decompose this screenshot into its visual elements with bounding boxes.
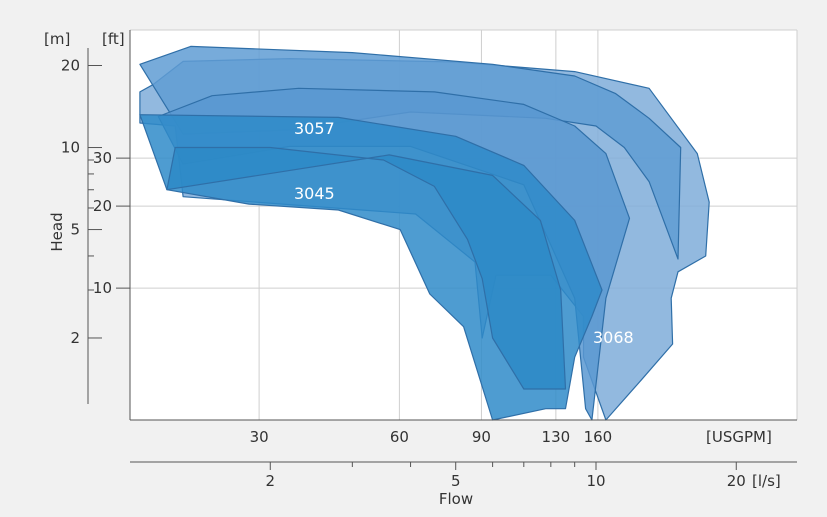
- x-ls-tick-label-5: 5: [451, 472, 461, 490]
- y-m-tick-label-5: 5: [70, 221, 80, 239]
- y-ft-tick-label-20: 20: [93, 197, 112, 215]
- y-m-tick-label-20: 20: [61, 57, 80, 75]
- x-unit-usgpm: [USGPM]: [706, 428, 772, 446]
- region-label-3057: 3057: [294, 119, 335, 138]
- region-3045-inner-left: [166, 146, 567, 390]
- y-m-tick-label-10: 10: [61, 139, 80, 157]
- x-usgpm-tick-label-30: 30: [250, 428, 269, 446]
- y-axis-title: Head: [48, 212, 66, 251]
- y-ft-tick-label-30: 30: [93, 149, 112, 167]
- y-unit-ft: [ft]: [102, 30, 125, 48]
- x-usgpm-tick-label-60: 60: [390, 428, 409, 446]
- x-axis-title: Flow: [439, 490, 473, 508]
- x-ls-tick-label-20: 20: [727, 472, 746, 490]
- x-unit-ls: [l/s]: [752, 472, 781, 490]
- pump-regions: [139, 45, 710, 421]
- region-label-3068: 3068: [593, 328, 634, 347]
- x-ls-tick-label-2: 2: [266, 472, 276, 490]
- axes: 2 5 10 20 10 20 30 [m] [ft] Head 30 60 90 130 160 [USGP…: [44, 30, 797, 508]
- x-ls-tick-label-10: 10: [586, 472, 605, 490]
- y-ft-tick-label-10: 10: [93, 279, 112, 297]
- region-labels: 3057 3045 3068: [294, 119, 634, 347]
- y-unit-m: [m]: [44, 30, 70, 48]
- y-m-tick-label-2: 2: [70, 329, 80, 347]
- x-usgpm-tick-label-90: 90: [472, 428, 491, 446]
- region-label-3045: 3045: [294, 184, 335, 203]
- x-usgpm-tick-label-130: 130: [542, 428, 571, 446]
- x-usgpm-tick-label-160: 160: [584, 428, 613, 446]
